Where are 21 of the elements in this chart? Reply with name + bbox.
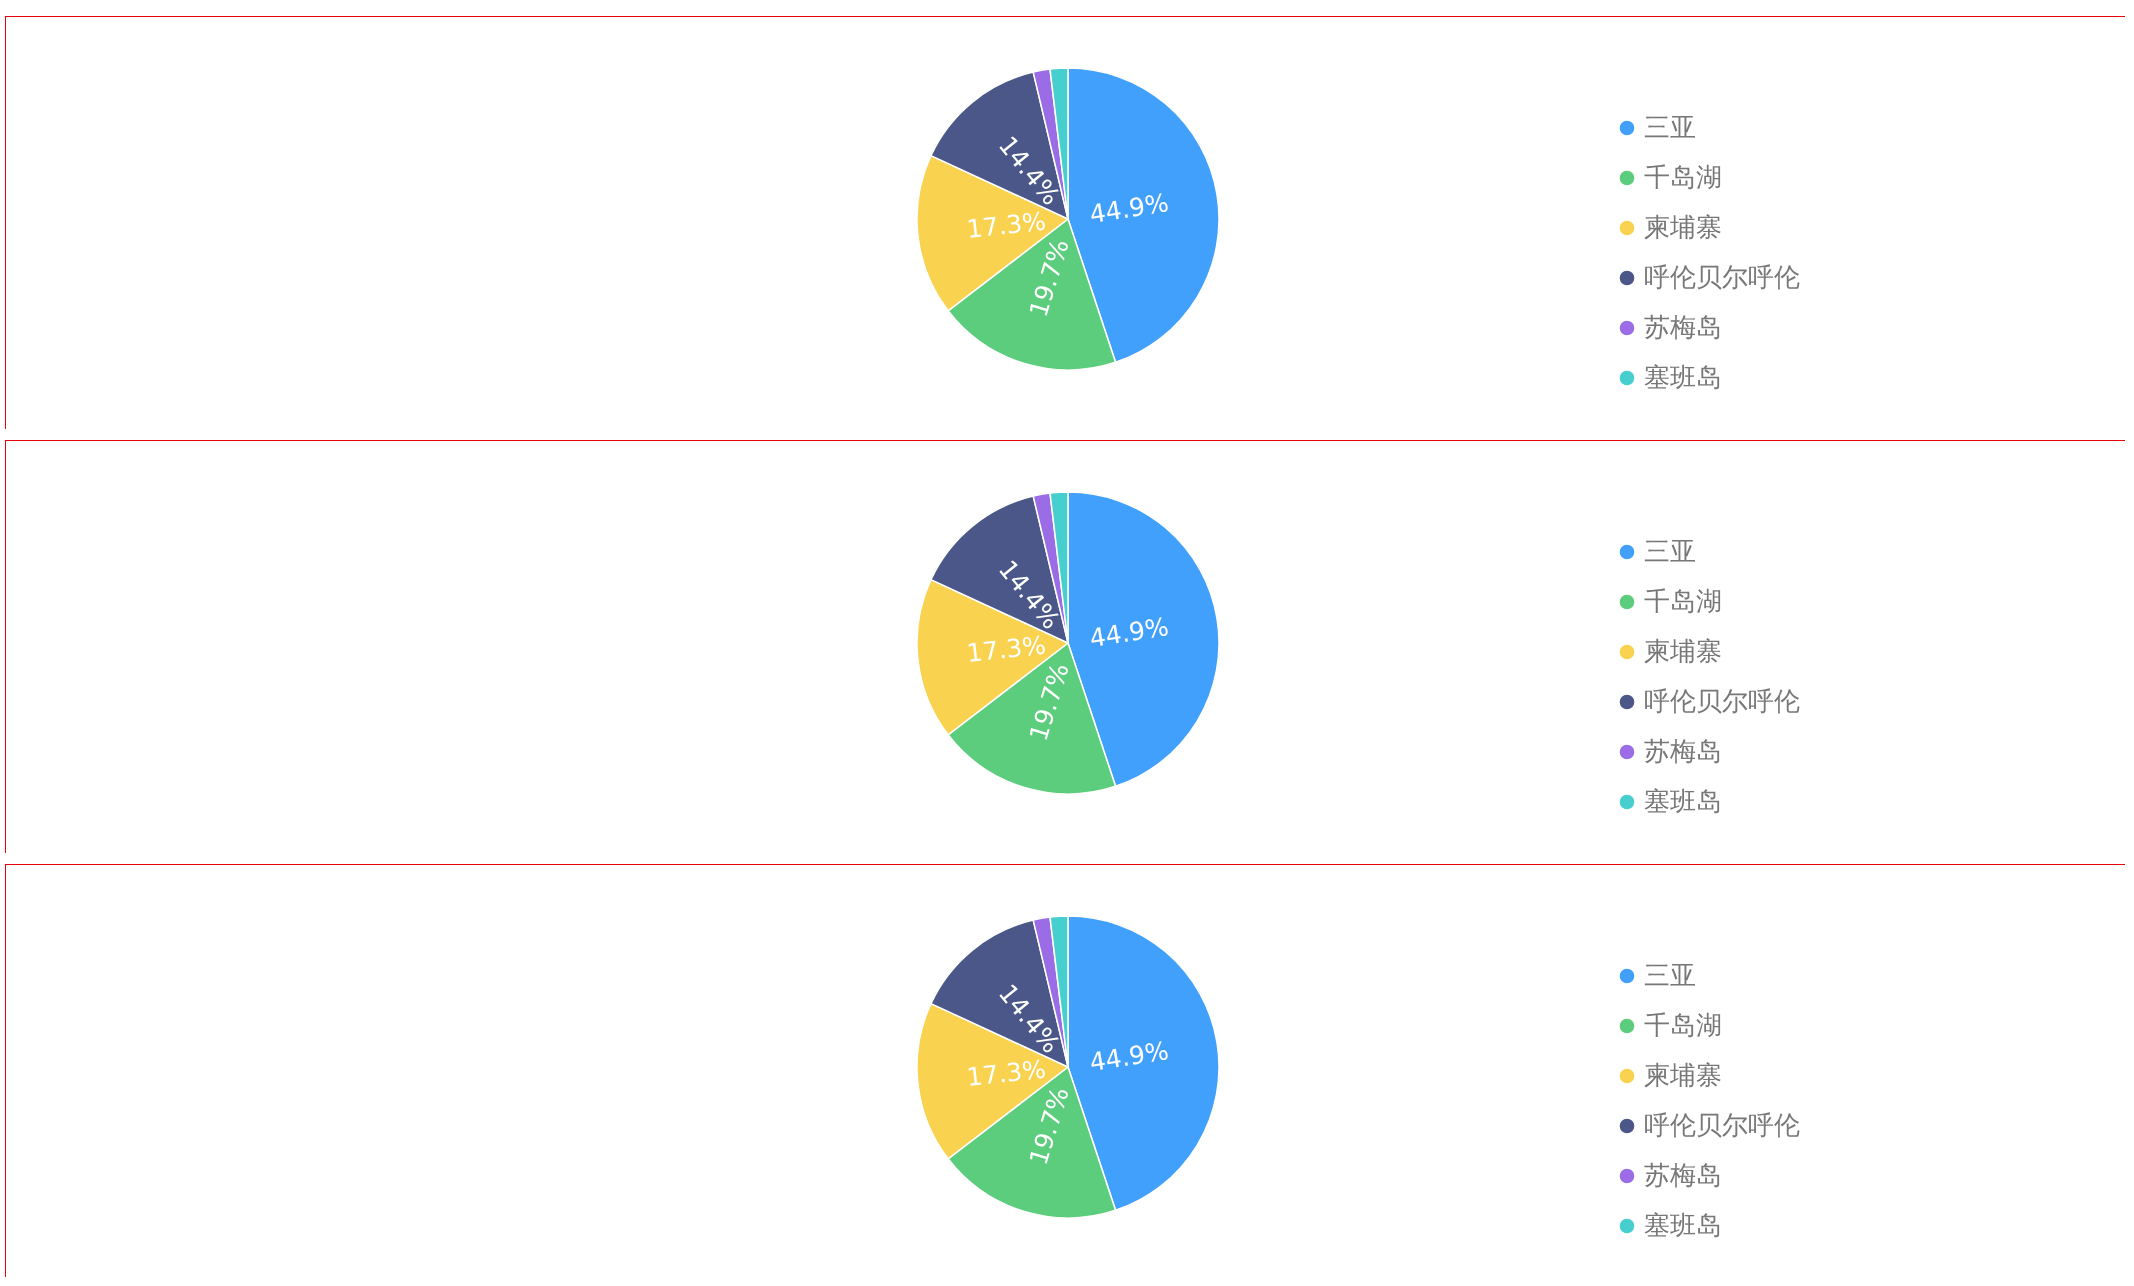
legend-label: 千岛湖	[1644, 586, 1722, 616]
data-label: 44.9%	[1087, 187, 1171, 230]
legend-label: 三亚	[1644, 536, 1696, 566]
legend-label: 千岛湖	[1644, 1010, 1722, 1040]
legend-label: 苏梅岛	[1644, 736, 1722, 766]
legend-label: 三亚	[1644, 960, 1696, 990]
legend-label: 千岛湖	[1644, 162, 1722, 192]
legend-label: 三亚	[1644, 112, 1696, 142]
data-label: 44.9%	[1087, 611, 1171, 654]
legend-label: 苏梅岛	[1644, 1160, 1722, 1190]
legend-label: 塞班岛	[1644, 362, 1722, 392]
legend-label: 柬埔寨	[1644, 1060, 1722, 1090]
legend-label: 呼伦贝尔呼伦	[1644, 686, 1800, 716]
legend-label: 苏梅岛	[1644, 312, 1722, 342]
legend-label: 柬埔寨	[1644, 212, 1722, 242]
legend-label: 呼伦贝尔呼伦	[1644, 1110, 1800, 1140]
data-label: 44.9%	[1087, 1035, 1171, 1078]
legend-label: 呼伦贝尔呼伦	[1644, 262, 1800, 292]
legend-label: 柬埔寨	[1644, 636, 1722, 666]
legend-label: 塞班岛	[1644, 1210, 1722, 1240]
legend-label: 塞班岛	[1644, 786, 1722, 816]
